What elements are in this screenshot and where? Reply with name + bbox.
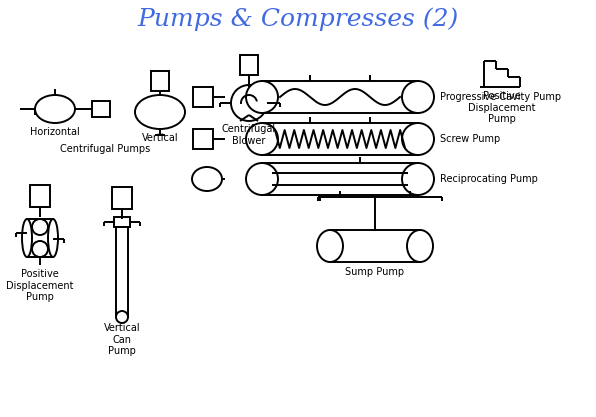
Text: Sump Pump: Sump Pump (346, 267, 405, 277)
Ellipse shape (116, 311, 128, 323)
Bar (193, 87, 213, 107)
Bar (262, 81, 418, 113)
Ellipse shape (231, 85, 267, 121)
Ellipse shape (317, 230, 343, 262)
Bar (27, 219, 53, 257)
Ellipse shape (135, 95, 185, 129)
Text: Horizontal: Horizontal (30, 127, 80, 137)
Ellipse shape (246, 123, 278, 155)
Ellipse shape (402, 123, 434, 155)
Ellipse shape (246, 81, 278, 113)
Ellipse shape (35, 95, 75, 123)
Text: Positive
Displacement
Pump: Positive Displacement Pump (6, 269, 74, 302)
Bar (262, 123, 418, 155)
Bar (112, 187, 132, 209)
Bar (116, 227, 128, 317)
Ellipse shape (192, 167, 222, 191)
Bar (262, 163, 418, 195)
Text: Progressive Cavity Pump: Progressive Cavity Pump (440, 92, 561, 102)
Bar (240, 55, 258, 75)
Ellipse shape (402, 81, 434, 113)
Text: Screw Pump: Screw Pump (440, 134, 500, 144)
Ellipse shape (22, 219, 32, 257)
Ellipse shape (407, 230, 433, 262)
Bar (330, 230, 420, 262)
Bar (366, 167, 384, 189)
Ellipse shape (32, 241, 48, 257)
Text: Positive
Displacement
Pump: Positive Displacement Pump (468, 91, 536, 124)
Bar (114, 217, 130, 227)
Bar (151, 71, 169, 91)
Text: Centrifugal
Blower: Centrifugal Blower (222, 124, 276, 146)
Ellipse shape (32, 219, 48, 235)
Bar (193, 129, 213, 149)
Ellipse shape (246, 163, 278, 195)
Ellipse shape (402, 163, 434, 195)
Text: Pumps & Compresses (2): Pumps & Compresses (2) (137, 7, 459, 30)
Text: Reciprocating Pump: Reciprocating Pump (440, 174, 538, 184)
Text: Centrifugal Pumps: Centrifugal Pumps (60, 144, 150, 154)
Ellipse shape (48, 219, 58, 257)
Text: Vertical: Vertical (142, 133, 178, 143)
Text: Vertical
Can
Pump: Vertical Can Pump (104, 323, 140, 356)
Bar (30, 185, 50, 207)
Bar (92, 101, 110, 117)
